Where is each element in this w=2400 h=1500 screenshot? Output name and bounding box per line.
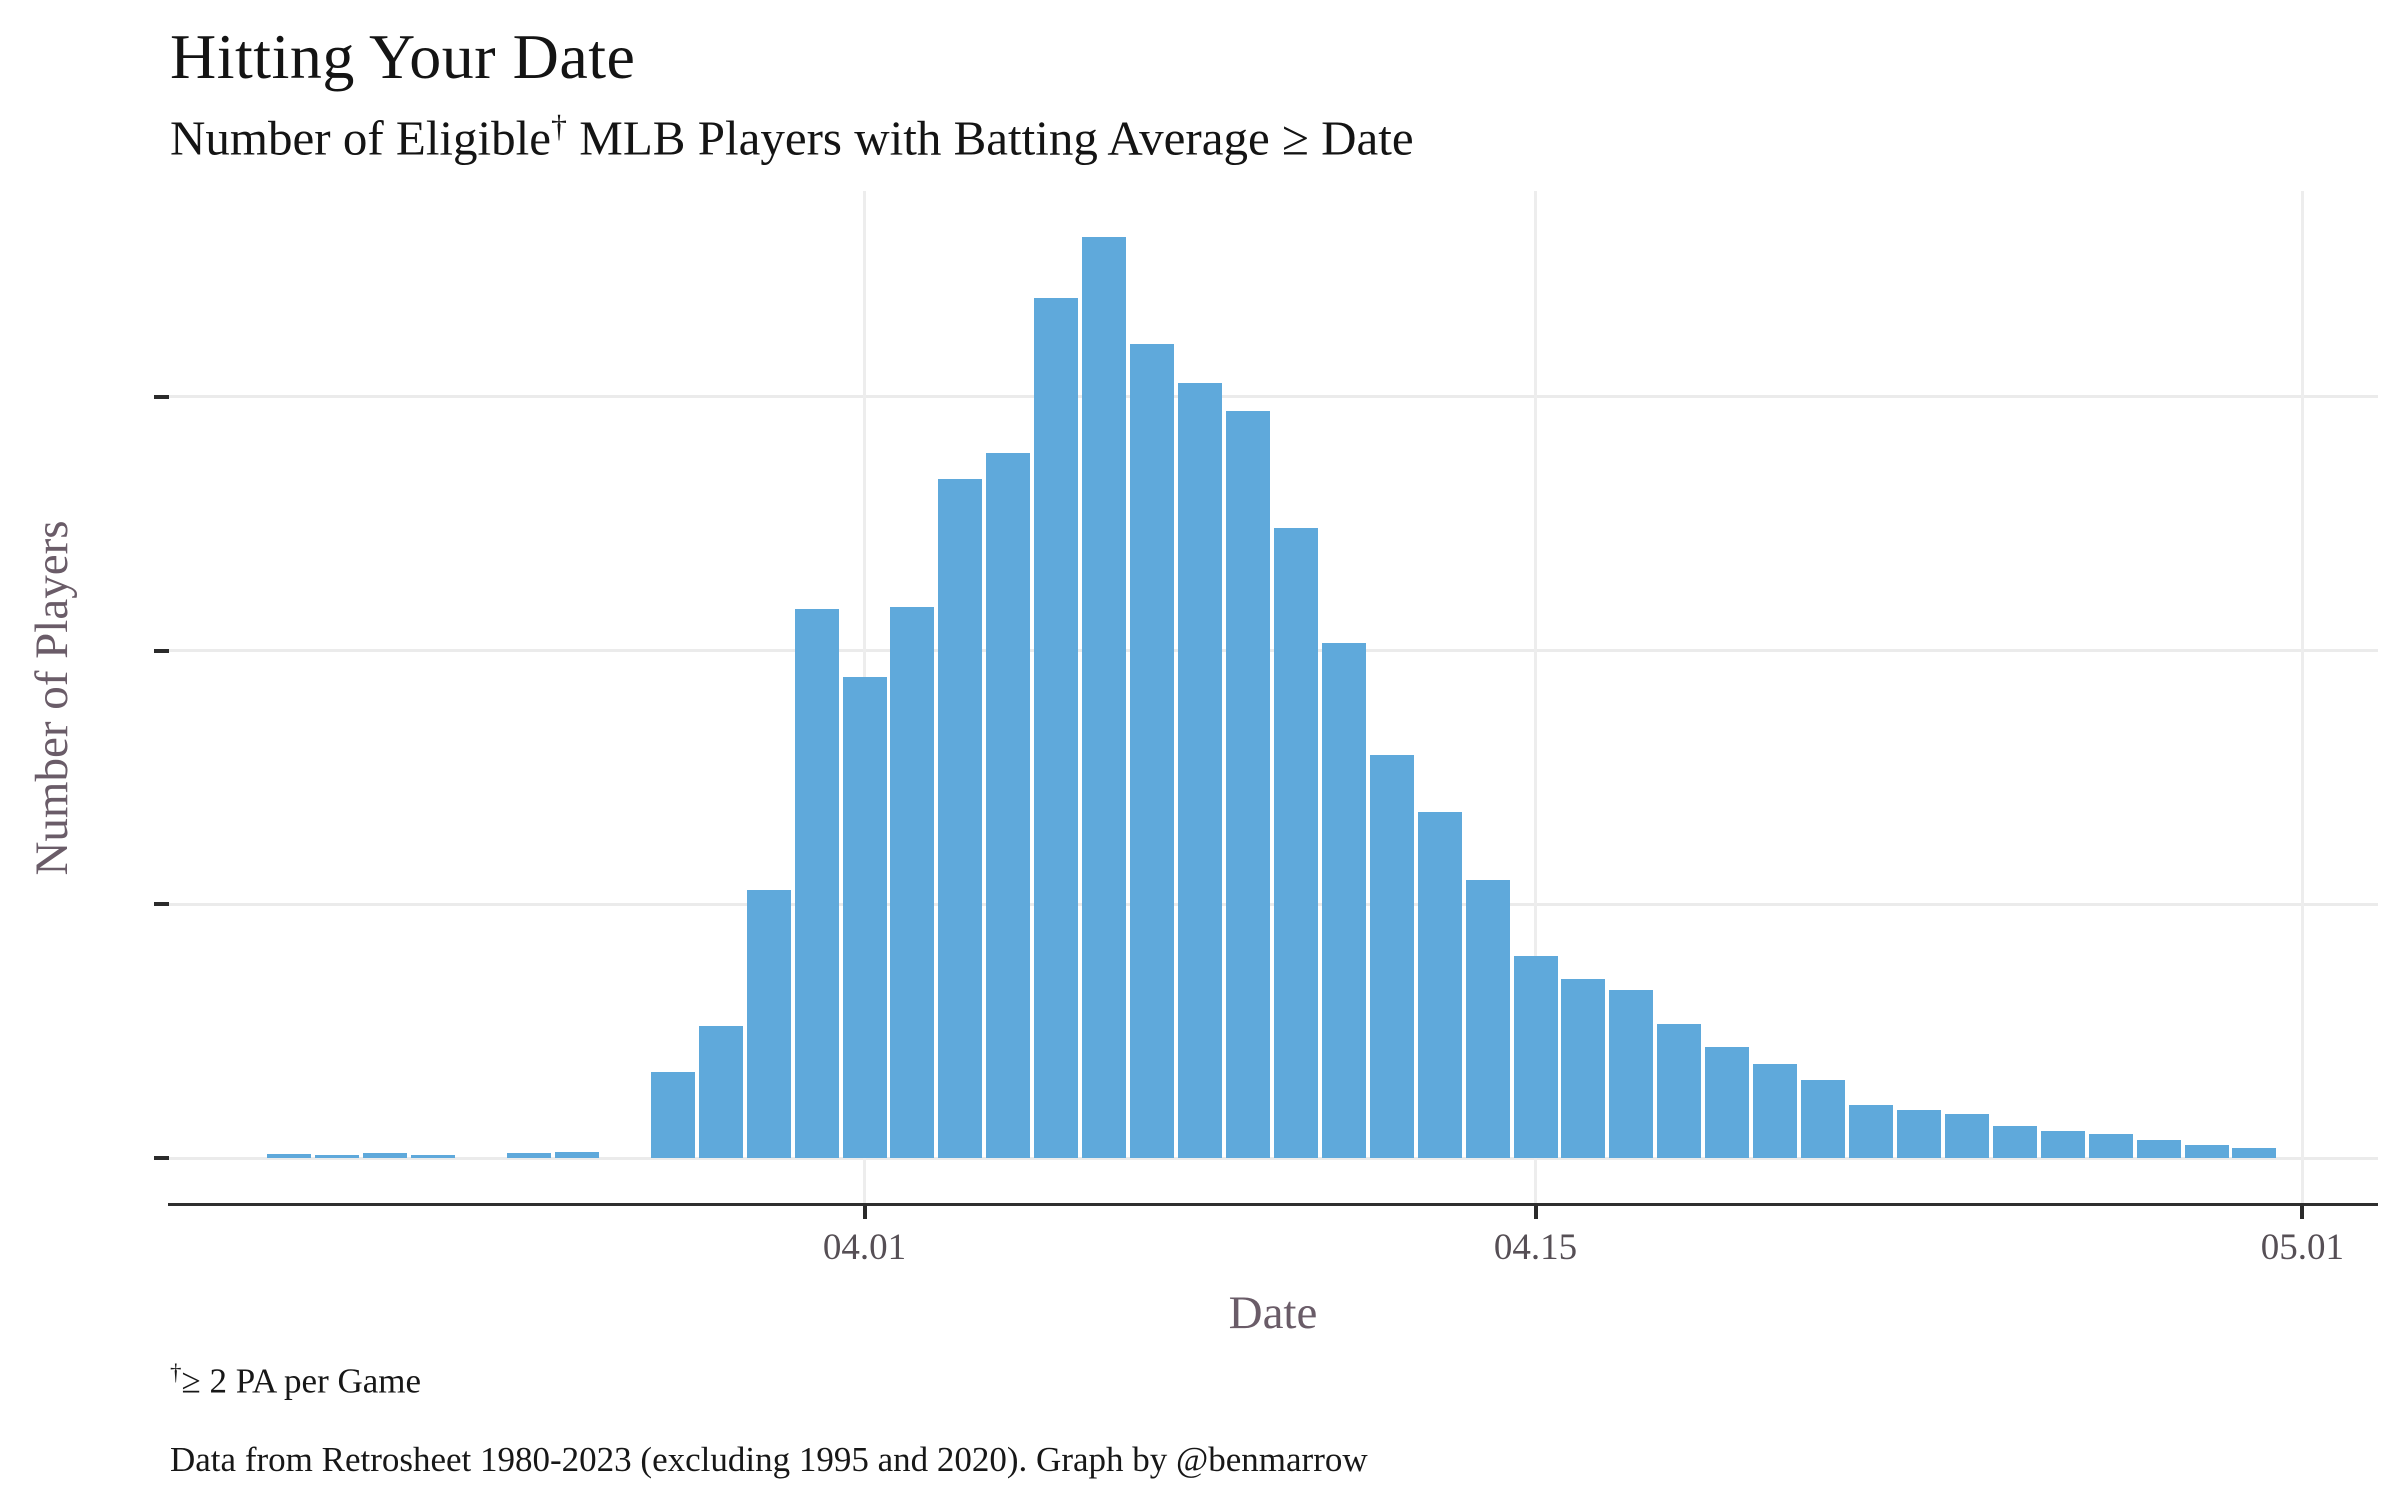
caption: Data from Retrosheet 1980-2023 (excludin… [170, 1440, 1368, 1479]
x-gridline [1534, 191, 1538, 1204]
dagger-superscript: † [551, 108, 568, 144]
bar [1225, 411, 1270, 1158]
bar [2232, 1147, 2277, 1158]
page-subtitle: Number of Eligible† MLB Players with Bat… [170, 108, 1414, 166]
x-tick-mark [1533, 1205, 1538, 1219]
bar [1944, 1114, 1989, 1158]
subtitle-suffix: MLB Players with Batting Average ≥ Date [567, 110, 1414, 166]
y-axis-title: Number of Players [26, 520, 78, 876]
bar [698, 1026, 743, 1158]
bar [1130, 344, 1175, 1158]
footnote: †≥ 2 PA per Game [170, 1360, 421, 1402]
bar [890, 607, 935, 1158]
y-tick-mark [154, 648, 169, 653]
bar [1801, 1079, 1846, 1158]
x-tick-label: 04.15 [1493, 1227, 1578, 1268]
y-gridline [168, 902, 2378, 906]
x-axis-title: Date [1228, 1287, 1318, 1339]
bar [1417, 811, 1462, 1158]
bar [746, 890, 791, 1158]
y-tick-mark [154, 1156, 169, 1160]
bar [1321, 642, 1366, 1158]
bar [1992, 1125, 2037, 1158]
bar [1513, 956, 1558, 1158]
bar [2040, 1130, 2085, 1158]
page-title: Hitting Your Date [170, 21, 636, 92]
bar [986, 452, 1031, 1158]
bar [1178, 382, 1222, 1158]
bar [1465, 879, 1510, 1158]
bar [1896, 1110, 1941, 1158]
x-gridline [2300, 191, 2304, 1204]
x-tick-mark [2300, 1205, 2305, 1219]
bar [1849, 1105, 1894, 1158]
bar [2088, 1133, 2133, 1158]
bar [1034, 297, 1079, 1158]
bar [1753, 1063, 1798, 1158]
bar [1561, 979, 1606, 1158]
bar [1082, 236, 1127, 1158]
subtitle-prefix: Number of Eligible [170, 110, 552, 166]
y-gridline [168, 649, 2378, 653]
bar [650, 1071, 695, 1158]
bar [794, 609, 839, 1158]
bar [1273, 527, 1318, 1158]
y-tick-mark [154, 394, 169, 399]
y-tick-mark [154, 902, 169, 907]
bar [2136, 1139, 2181, 1158]
bar [1657, 1024, 1702, 1158]
y-gridline [168, 1156, 2378, 1160]
bar [315, 1154, 360, 1158]
bar [554, 1151, 599, 1158]
bar [1705, 1047, 1750, 1158]
bar [1369, 755, 1414, 1158]
bar [1609, 989, 1654, 1158]
x-tick-label: 05.01 [2260, 1227, 2345, 1268]
footnote-dagger-icon: † [170, 1360, 182, 1385]
bar [267, 1153, 312, 1158]
bar [938, 479, 983, 1158]
x-tick-label: 04.01 [822, 1227, 907, 1268]
bar [363, 1152, 408, 1158]
bar [411, 1154, 456, 1158]
x-tick-mark [862, 1205, 867, 1219]
bar [842, 677, 887, 1158]
bar [506, 1152, 551, 1158]
y-gridline [168, 395, 2378, 399]
bar [2184, 1144, 2229, 1158]
x-axis-line [168, 1203, 2378, 1206]
footnote-text: ≥ 2 PA per Game [181, 1361, 422, 1401]
